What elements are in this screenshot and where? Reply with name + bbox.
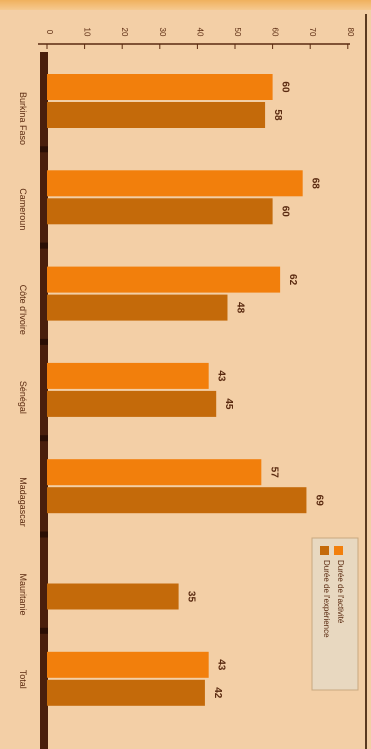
group-divider bbox=[40, 531, 48, 538]
value-label: 69 bbox=[313, 495, 324, 507]
value-label: 45 bbox=[223, 398, 234, 410]
value-tick-label: 30 bbox=[158, 28, 167, 37]
value-tick-label: 0 bbox=[45, 30, 54, 35]
bar bbox=[47, 74, 273, 100]
legend-box bbox=[311, 537, 359, 691]
category-label: Mauritanie bbox=[18, 574, 28, 616]
bar bbox=[47, 294, 228, 321]
value-tick-label: 70 bbox=[308, 28, 317, 37]
group-divider bbox=[40, 435, 48, 442]
value-tick-label: 20 bbox=[120, 28, 129, 37]
value-label: 43 bbox=[216, 659, 227, 671]
value-tick-label: 50 bbox=[233, 28, 242, 37]
bar bbox=[47, 583, 179, 610]
value-label: 60 bbox=[280, 206, 291, 218]
category-label: Côte d'Ivoire bbox=[18, 285, 28, 335]
bar bbox=[47, 170, 303, 197]
bar bbox=[47, 266, 281, 293]
value-tick-label: 40 bbox=[195, 28, 204, 37]
legend-swatch bbox=[334, 546, 343, 555]
bar bbox=[47, 679, 205, 706]
value-label: 35 bbox=[186, 591, 197, 603]
value-label: 48 bbox=[234, 302, 245, 314]
bar bbox=[47, 651, 209, 678]
value-label: 57 bbox=[268, 467, 279, 479]
value-label: 58 bbox=[272, 109, 283, 121]
bar bbox=[47, 487, 307, 514]
group-divider bbox=[40, 338, 48, 345]
category-label: Burkina Faso bbox=[18, 92, 28, 145]
legend-entry: Durée de l'activité bbox=[336, 560, 345, 624]
value-label: 42 bbox=[212, 687, 223, 699]
bar bbox=[47, 102, 266, 128]
category-label: Total bbox=[18, 670, 28, 689]
category-label: Cameroun bbox=[18, 188, 28, 230]
value-tick-label: 10 bbox=[83, 28, 92, 37]
value-tick-label: 80 bbox=[346, 28, 355, 37]
group-divider bbox=[40, 242, 48, 249]
category-label: Madagascar bbox=[18, 477, 28, 527]
value-label: 68 bbox=[310, 178, 321, 190]
value-label: 60 bbox=[280, 81, 291, 93]
value-label: 43 bbox=[216, 370, 227, 382]
legend-entry: Durée de l'expérience bbox=[322, 560, 331, 638]
group-divider bbox=[40, 627, 48, 634]
bar bbox=[47, 390, 217, 417]
category-axis-strip bbox=[40, 52, 48, 749]
legend-swatch bbox=[320, 546, 329, 555]
bar bbox=[47, 362, 209, 389]
value-label: 62 bbox=[287, 274, 298, 286]
bar bbox=[47, 459, 262, 486]
bar bbox=[47, 198, 273, 225]
category-label: Sénégal bbox=[18, 381, 28, 414]
group-divider bbox=[40, 146, 48, 153]
value-tick-label: 60 bbox=[271, 28, 280, 37]
top-border-strip bbox=[0, 0, 371, 10]
